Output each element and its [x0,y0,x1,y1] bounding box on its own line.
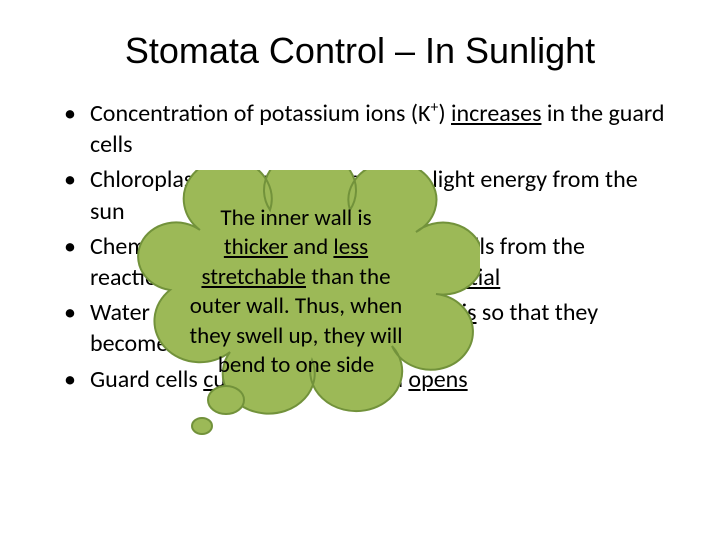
bubble-text: The inner wall is thicker and less stret… [176,204,416,381]
bubble-line-3: stretchable than the [176,263,416,292]
underlined-text: stretchable [201,263,306,291]
slide: Stomata Control – In Sunlight Concentrat… [0,0,720,540]
text: ) [438,99,451,128]
text: Water [90,298,155,327]
text: Chloroplasts in the guard cells [90,165,387,194]
underlined-text: increases [451,99,541,128]
text: and [288,233,334,261]
bubble-line-5: they swell up, they will [176,322,416,351]
bubble-line-1: The inner wall is [176,204,416,233]
bubble-line-2: thicker and less [176,233,416,262]
bullet-1: Concentration of potassium ions (K+) inc… [50,98,670,160]
slide-title: Stomata Control – In Sunlight [50,30,670,72]
underlined-text: opens [408,365,467,394]
underlined-text: trap [387,165,427,194]
underlined-text: less [333,233,368,261]
text: than the [306,263,391,291]
text: Concentration of potassium ions (K [90,99,431,128]
bubble-line-4: outer wall. Thus, when [176,292,416,321]
bubble-line-6: bend to one side [176,351,416,380]
bubble-tail-2 [192,418,212,434]
underlined-text: thicker [224,233,288,261]
